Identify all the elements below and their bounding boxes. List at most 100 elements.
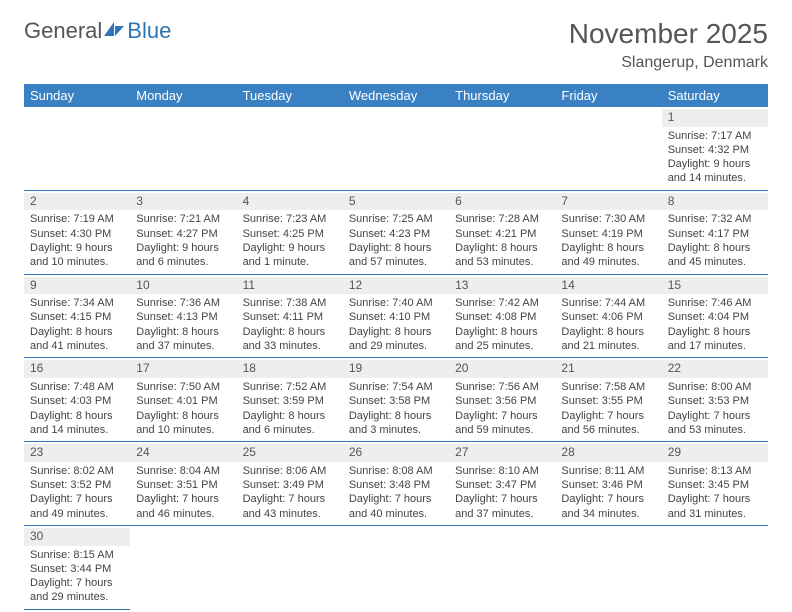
day-number: 26: [343, 444, 449, 462]
day-number: 2: [24, 193, 130, 211]
sunset-text: Sunset: 3:52 PM: [30, 478, 124, 492]
daylight-text: Daylight: 8 hours and 3 minutes.: [349, 409, 443, 438]
logo: General Blue: [24, 18, 171, 44]
day-number: 9: [24, 277, 130, 295]
day-number: 3: [130, 193, 236, 211]
sunrise-text: Sunrise: 8:13 AM: [668, 464, 762, 478]
day-cell: 11Sunrise: 7:38 AMSunset: 4:11 PMDayligh…: [237, 275, 343, 359]
day-number: 15: [662, 277, 768, 295]
day-cell: 12Sunrise: 7:40 AMSunset: 4:10 PMDayligh…: [343, 275, 449, 359]
weekday-friday: Friday: [555, 84, 661, 107]
day-cell: 1Sunrise: 7:17 AMSunset: 4:32 PMDaylight…: [662, 107, 768, 191]
sunrise-text: Sunrise: 7:38 AM: [243, 296, 337, 310]
day-cell: 26 Sunrise: 8:08 AMSunset: 3:48 PMDayligh…: [343, 442, 449, 526]
sunrise-text: Sunrise: 8:08 AM: [349, 464, 443, 478]
blank-cell: [343, 107, 449, 191]
day-cell: 8Sunrise: 7:32 AMSunset: 4:17 PMDaylight…: [662, 191, 768, 275]
sunset-text: Sunset: 3:45 PM: [668, 478, 762, 492]
day-number: 27: [449, 444, 555, 462]
daylight-text: Daylight: 8 hours and 53 minutes.: [455, 241, 549, 270]
day-number: 28: [555, 444, 661, 462]
days-grid: 1Sunrise: 7:17 AMSunset: 4:32 PMDaylight…: [24, 107, 768, 610]
sunrise-text: Sunrise: 7:21 AM: [136, 212, 230, 226]
weekday-header-row: SundayMondayTuesdayWednesdayThursdayFrid…: [24, 84, 768, 107]
day-cell: 2Sunrise: 7:19 AMSunset: 4:30 PMDaylight…: [24, 191, 130, 275]
daylight-text: Daylight: 7 hours and 40 minutes.: [349, 492, 443, 521]
sunset-text: Sunset: 4:04 PM: [668, 310, 762, 324]
blank-cell: [555, 107, 661, 191]
day-cell: 29Sunrise: 8:13 AMSunset: 3:45 PMDayligh…: [662, 442, 768, 526]
weekday-monday: Monday: [130, 84, 236, 107]
title-block: November 2025 Slangerup, Denmark: [569, 18, 768, 72]
daylight-text: Daylight: 7 hours and 37 minutes.: [455, 492, 549, 521]
day-number: 5: [343, 193, 449, 211]
day-cell: 9Sunrise: 7:34 AMSunset: 4:15 PMDaylight…: [24, 275, 130, 359]
blank-cell: [24, 107, 130, 191]
sunset-text: Sunset: 3:56 PM: [455, 394, 549, 408]
logo-sail-icon: [104, 18, 126, 44]
sunset-text: Sunset: 3:46 PM: [561, 478, 655, 492]
sunset-text: Sunset: 4:11 PM: [243, 310, 337, 324]
day-cell: 17Sunrise: 7:50 AMSunset: 4:01 PMDayligh…: [130, 358, 236, 442]
day-number: 13: [449, 277, 555, 295]
day-number: 29: [662, 444, 768, 462]
day-number: 22: [662, 360, 768, 378]
weekday-tuesday: Tuesday: [237, 84, 343, 107]
location: Slangerup, Denmark: [569, 54, 768, 72]
sunset-text: Sunset: 3:48 PM: [349, 478, 443, 492]
day-number: 8: [662, 193, 768, 211]
day-number: 6: [449, 193, 555, 211]
day-cell: 27Sunrise: 8:10 AMSunset: 3:47 PMDayligh…: [449, 442, 555, 526]
daylight-text: Daylight: 8 hours and 49 minutes.: [561, 241, 655, 270]
day-number: 23: [24, 444, 130, 462]
header: General Blue November 2025 Slangerup, De…: [24, 18, 768, 72]
day-cell: 30Sunrise: 8:15 AMSunset: 3:44 PMDayligh…: [24, 526, 130, 610]
sunrise-text: Sunrise: 7:17 AM: [668, 129, 762, 143]
day-number: 16: [24, 360, 130, 378]
day-cell: 16Sunrise: 7:48 AMSunset: 4:03 PMDayligh…: [24, 358, 130, 442]
daylight-text: Daylight: 8 hours and 14 minutes.: [30, 409, 124, 438]
daylight-text: Daylight: 7 hours and 53 minutes.: [668, 409, 762, 438]
daylight-text: Daylight: 9 hours and 1 minute.: [243, 241, 337, 270]
day-number: 10: [130, 277, 236, 295]
sunset-text: Sunset: 4:15 PM: [30, 310, 124, 324]
blank-cell: [130, 107, 236, 191]
daylight-text: Daylight: 8 hours and 33 minutes.: [243, 325, 337, 354]
sunrise-text: Sunrise: 7:58 AM: [561, 380, 655, 394]
day-cell: 24Sunrise: 8:04 AMSunset: 3:51 PMDayligh…: [130, 442, 236, 526]
sunset-text: Sunset: 4:17 PM: [668, 227, 762, 241]
sunrise-text: Sunrise: 8:00 AM: [668, 380, 762, 394]
day-cell: 20Sunrise: 7:56 AMSunset: 3:56 PMDayligh…: [449, 358, 555, 442]
day-cell: 6Sunrise: 7:28 AMSunset: 4:21 PMDaylight…: [449, 191, 555, 275]
sunrise-text: Sunrise: 8:04 AM: [136, 464, 230, 478]
sunrise-text: Sunrise: 7:50 AM: [136, 380, 230, 394]
day-number: 7: [555, 193, 661, 211]
day-number: 21: [555, 360, 661, 378]
day-number: 11: [237, 277, 343, 295]
sunrise-text: Sunrise: 7:46 AM: [668, 296, 762, 310]
daylight-text: Daylight: 8 hours and 21 minutes.: [561, 325, 655, 354]
day-cell: 28Sunrise: 8:11 AMSunset: 3:46 PMDayligh…: [555, 442, 661, 526]
daylight-text: Daylight: 7 hours and 46 minutes.: [136, 492, 230, 521]
sunset-text: Sunset: 3:59 PM: [243, 394, 337, 408]
daylight-text: Daylight: 8 hours and 29 minutes.: [349, 325, 443, 354]
daylight-text: Daylight: 7 hours and 34 minutes.: [561, 492, 655, 521]
sunset-text: Sunset: 4:19 PM: [561, 227, 655, 241]
day-number: 14: [555, 277, 661, 295]
daylight-text: Daylight: 7 hours and 59 minutes.: [455, 409, 549, 438]
daylight-text: Daylight: 8 hours and 6 minutes.: [243, 409, 337, 438]
sunset-text: Sunset: 3:47 PM: [455, 478, 549, 492]
logo-text-b: Blue: [127, 18, 171, 44]
sunrise-text: Sunrise: 7:36 AM: [136, 296, 230, 310]
daylight-text: Daylight: 8 hours and 45 minutes.: [668, 241, 762, 270]
day-number: 1: [662, 109, 768, 127]
sunset-text: Sunset: 3:49 PM: [243, 478, 337, 492]
month-title: November 2025: [569, 18, 768, 50]
day-number: 12: [343, 277, 449, 295]
sunset-text: Sunset: 4:10 PM: [349, 310, 443, 324]
day-cell: 22Sunrise: 8:00 AMSunset: 3:53 PMDayligh…: [662, 358, 768, 442]
day-cell: 21Sunrise: 7:58 AMSunset: 3:55 PMDayligh…: [555, 358, 661, 442]
day-cell: 23Sunrise: 8:02 AMSunset: 3:52 PMDayligh…: [24, 442, 130, 526]
sunrise-text: Sunrise: 7:52 AM: [243, 380, 337, 394]
sunset-text: Sunset: 4:01 PM: [136, 394, 230, 408]
